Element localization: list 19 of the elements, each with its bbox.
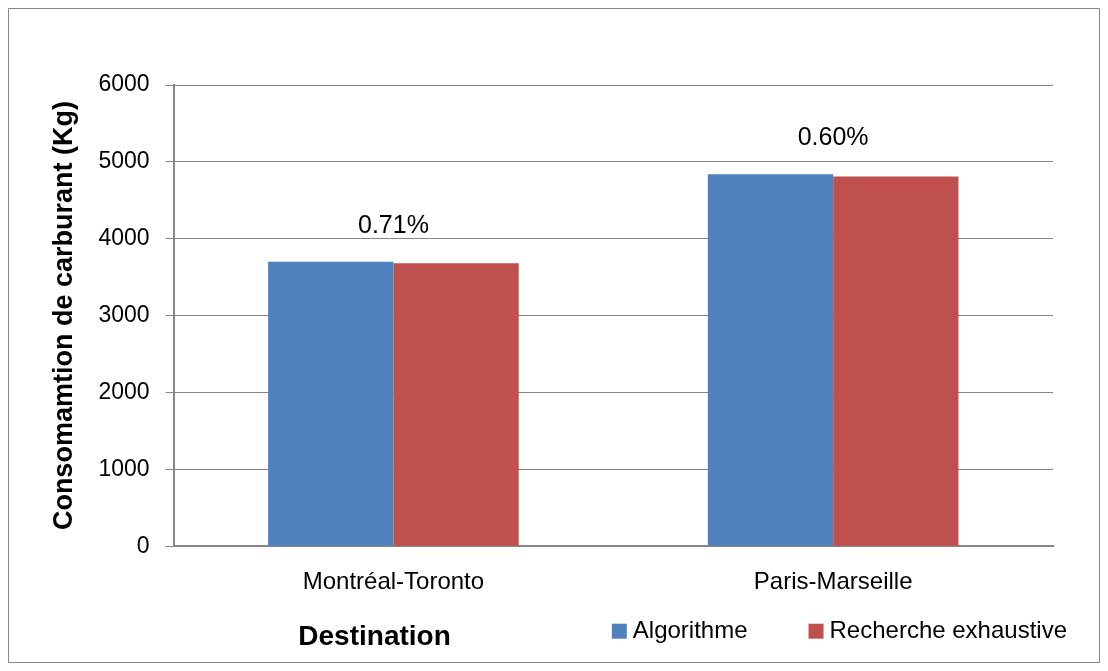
x-axis-title: Destination (298, 619, 451, 651)
y-tick-label: 4000 (98, 224, 150, 251)
y-tick-label: 0 (136, 531, 150, 558)
y-tick-label: 3000 (98, 300, 150, 327)
annotation: 0.71% (357, 209, 429, 238)
legend-label: Recherche exhaustive (829, 615, 1067, 643)
bar (393, 263, 519, 546)
bar (707, 174, 834, 546)
y-tick-label: 2000 (98, 377, 150, 404)
y-tick-label: 6000 (98, 70, 150, 97)
x-tick-label: Paris-Marseille (753, 567, 913, 595)
legend-label: Algorithme (632, 615, 748, 643)
y-tick-label: 1000 (98, 454, 150, 481)
y-axis-title: Consomamtion de carburant (Kg) (47, 101, 78, 531)
y-tick-label: 5000 (98, 147, 150, 174)
annotation: 0.60% (797, 122, 869, 151)
x-tick-label: Montréal-Toronto (302, 567, 485, 595)
bar (833, 176, 959, 546)
bar (268, 261, 394, 546)
